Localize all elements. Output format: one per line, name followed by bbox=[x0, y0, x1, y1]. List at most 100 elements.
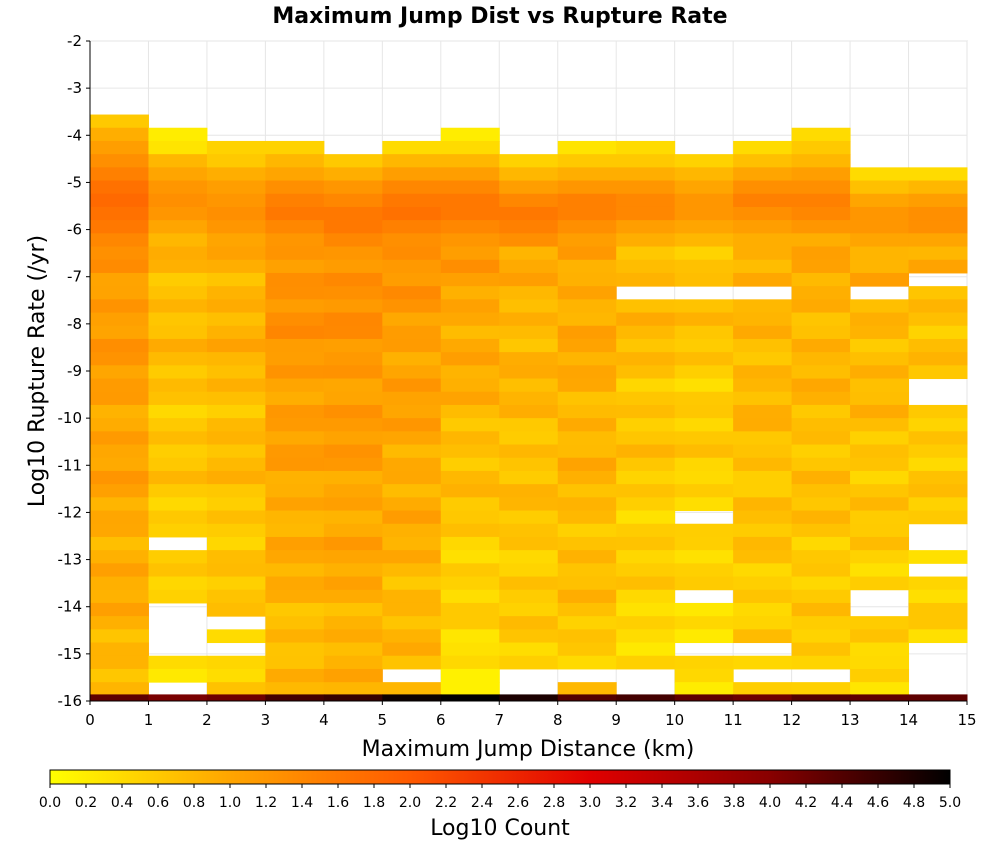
heatmap-cell bbox=[148, 431, 208, 446]
colorbar-tick-label: 2.8 bbox=[543, 795, 565, 811]
heatmap-cell bbox=[733, 563, 793, 578]
heatmap-cell bbox=[440, 629, 500, 644]
heatmap-cell bbox=[265, 682, 325, 695]
heatmap-cell bbox=[499, 286, 559, 300]
heatmap-cells bbox=[90, 114, 968, 701]
heatmap-cell bbox=[557, 272, 617, 287]
heatmap-cell bbox=[148, 457, 208, 472]
heatmap-cell bbox=[850, 563, 910, 578]
x-tick-label: 9 bbox=[611, 711, 621, 729]
heatmap-cell bbox=[323, 510, 383, 525]
heatmap-cell bbox=[557, 576, 617, 591]
heatmap-cell bbox=[148, 220, 208, 234]
heatmap-cell bbox=[323, 523, 383, 538]
heatmap-cell bbox=[557, 154, 617, 168]
heatmap-cell bbox=[791, 259, 851, 274]
heatmap-cell bbox=[440, 655, 500, 670]
heatmap-cell bbox=[323, 629, 383, 644]
heatmap-cell bbox=[440, 233, 500, 248]
heatmap-cell bbox=[382, 180, 442, 195]
heatmap-cell bbox=[440, 576, 500, 591]
heatmap-cell bbox=[323, 589, 383, 604]
heatmap-cell bbox=[674, 668, 734, 683]
heatmap-cell-bottom-row bbox=[557, 694, 617, 701]
heatmap-cell bbox=[440, 140, 500, 155]
heatmap-cell bbox=[557, 193, 617, 208]
heatmap-cell bbox=[440, 616, 500, 630]
y-tick-label: -8 bbox=[67, 315, 82, 333]
heatmap-cell bbox=[323, 272, 383, 287]
heatmap-cell bbox=[440, 510, 500, 525]
heatmap-cell bbox=[499, 220, 559, 234]
heatmap-cell bbox=[674, 352, 734, 366]
heatmap-cell bbox=[265, 510, 325, 525]
heatmap-cell bbox=[791, 642, 851, 657]
heatmap-cell bbox=[323, 154, 383, 168]
heatmap-cell bbox=[206, 668, 266, 683]
heatmap-cell bbox=[557, 682, 617, 695]
heatmap-cell bbox=[265, 589, 325, 604]
heatmap-cell bbox=[148, 233, 208, 248]
heatmap-cell bbox=[557, 602, 617, 617]
heatmap-cell bbox=[440, 378, 500, 393]
heatmap-cell bbox=[499, 642, 559, 657]
heatmap-cell bbox=[616, 457, 676, 472]
heatmap-cell bbox=[90, 457, 149, 472]
heatmap-cell bbox=[733, 233, 793, 248]
heatmap-cell bbox=[90, 510, 149, 525]
colorbar-tick-label: 1.6 bbox=[327, 795, 349, 811]
heatmap-cell bbox=[733, 325, 793, 340]
heatmap-cell bbox=[733, 484, 793, 498]
heatmap-cell bbox=[323, 220, 383, 234]
heatmap-cell bbox=[791, 154, 851, 168]
heatmap-cell bbox=[616, 470, 676, 485]
heatmap-cell bbox=[850, 655, 910, 670]
heatmap-cell bbox=[850, 299, 910, 314]
heatmap-cell bbox=[908, 629, 968, 644]
colorbar-tick-label: 0.6 bbox=[147, 795, 169, 811]
y-tick-label: -2 bbox=[67, 32, 82, 50]
heatmap-cell bbox=[440, 523, 500, 538]
heatmap-cell bbox=[499, 272, 559, 287]
colorbar-tick-label: 2.6 bbox=[507, 795, 529, 811]
heatmap-cell bbox=[733, 167, 793, 182]
heatmap-cell bbox=[850, 444, 910, 459]
heatmap-cell bbox=[148, 154, 208, 168]
heatmap-cell bbox=[616, 431, 676, 446]
heatmap-cell bbox=[265, 246, 325, 261]
heatmap-cell bbox=[733, 418, 793, 432]
heatmap-cell bbox=[733, 378, 793, 393]
heatmap-cell bbox=[148, 444, 208, 459]
colorbar-tick-label: 0.4 bbox=[111, 795, 133, 811]
heatmap-cell bbox=[206, 589, 266, 604]
heatmap-cell bbox=[908, 299, 968, 314]
heatmap-cell bbox=[90, 154, 149, 168]
heatmap-cell bbox=[206, 233, 266, 248]
heatmap-cell bbox=[382, 550, 442, 564]
heatmap-cell bbox=[265, 616, 325, 630]
heatmap-cell bbox=[791, 629, 851, 644]
heatmap-cell bbox=[674, 338, 734, 353]
heatmap-cell bbox=[733, 497, 793, 512]
heatmap-cell bbox=[382, 642, 442, 657]
heatmap-cell bbox=[90, 642, 149, 657]
heatmap-cell bbox=[382, 391, 442, 406]
heatmap-cell bbox=[674, 391, 734, 406]
heatmap-cell bbox=[850, 233, 910, 248]
heatmap-cell bbox=[265, 457, 325, 472]
heatmap-cell bbox=[265, 338, 325, 353]
x-tick-label: 2 bbox=[202, 711, 212, 729]
heatmap-cell bbox=[674, 154, 734, 168]
heatmap-cell bbox=[850, 312, 910, 327]
heatmap-cell bbox=[557, 418, 617, 432]
heatmap-cell bbox=[557, 550, 617, 564]
heatmap-cell bbox=[382, 154, 442, 168]
heatmap-cell bbox=[616, 338, 676, 353]
heatmap-cell bbox=[557, 391, 617, 406]
heatmap-cell bbox=[382, 220, 442, 234]
heatmap-cell bbox=[499, 259, 559, 274]
heatmap-cell bbox=[791, 140, 851, 155]
heatmap-cell-bottom-row bbox=[733, 694, 793, 701]
heatmap-cell bbox=[148, 484, 208, 498]
heatmap-cell bbox=[557, 220, 617, 234]
